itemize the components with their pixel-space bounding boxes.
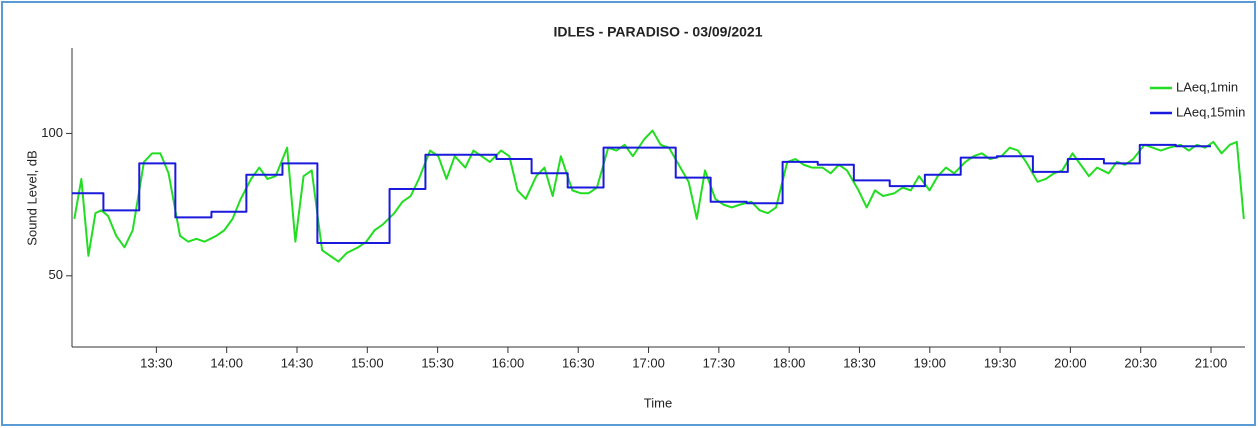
legend-label: LAeq,15min [1176,104,1245,119]
series-line [72,143,1212,245]
x-tick-label: 15:00 [351,355,384,370]
x-tick-label: 18:30 [843,355,876,370]
y-tick-label: 100 [41,125,63,140]
series-line [73,129,1245,263]
x-tick-label: 16:00 [492,355,525,370]
x-tick-label: 20:00 [1054,355,1087,370]
x-tick-label: 14:00 [210,355,243,370]
y-tick-label: 50 [49,267,63,282]
x-tick-label: 21:00 [1195,355,1228,370]
x-tick-label: 20:30 [1124,355,1157,370]
x-tick-label: 16:30 [562,355,595,370]
y-axis-label: Sound Level, dB [24,150,39,245]
chart-title: IDLES - PARADISO - 03/09/2021 [553,24,762,40]
x-tick-label: 15:30 [421,355,454,370]
x-tick-label: 19:30 [984,355,1017,370]
x-tick-label: 18:00 [773,355,806,370]
x-axis-label: Time [644,395,672,410]
x-tick-label: 19:00 [914,355,947,370]
x-tick-label: 13:30 [140,355,173,370]
x-tick-label: 14:30 [281,355,314,370]
x-tick-label: 17:30 [703,355,736,370]
legend-label: LAeq,1min [1176,79,1238,94]
x-tick-label: 17:00 [632,355,665,370]
